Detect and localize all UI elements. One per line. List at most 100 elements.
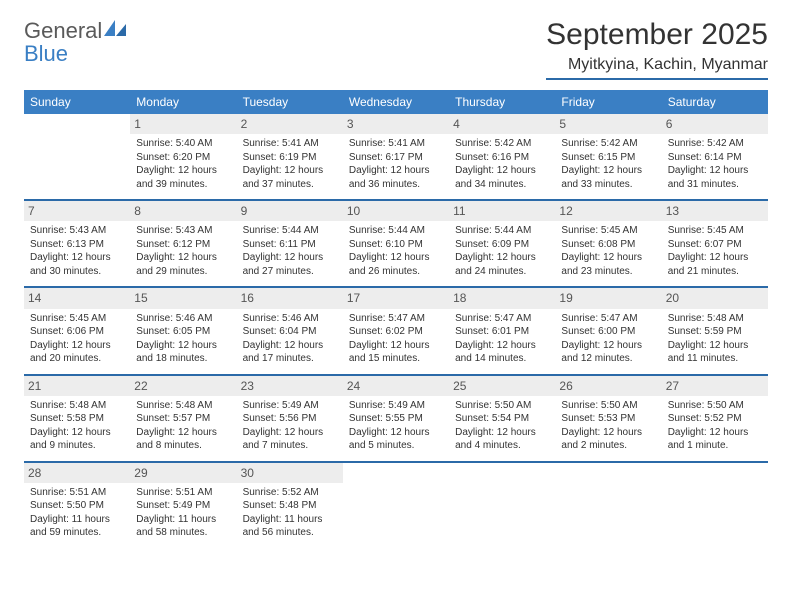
- day-number: 3: [343, 114, 449, 134]
- day-number: 20: [662, 288, 768, 308]
- daylight-text: Daylight: 12 hours and 30 minutes.: [30, 251, 124, 278]
- dayhead-sun: Sunday: [24, 90, 130, 114]
- sunrise-text: Sunrise: 5:46 AM: [243, 312, 337, 326]
- day-number: 14: [24, 288, 130, 308]
- day-number: 12: [555, 201, 661, 221]
- day-cell: 22Sunrise: 5:48 AMSunset: 5:57 PMDayligh…: [130, 376, 236, 462]
- daylight-text: Daylight: 12 hours and 39 minutes.: [136, 164, 230, 191]
- dayhead-mon: Monday: [130, 90, 236, 114]
- sunset-text: Sunset: 6:05 PM: [136, 325, 230, 339]
- daylight-text: Daylight: 12 hours and 5 minutes.: [349, 426, 443, 453]
- sunset-text: Sunset: 6:07 PM: [668, 238, 762, 252]
- daylight-text: Daylight: 12 hours and 24 minutes.: [455, 251, 549, 278]
- daylight-text: Daylight: 12 hours and 17 minutes.: [243, 339, 337, 366]
- day-cell: 21Sunrise: 5:48 AMSunset: 5:58 PMDayligh…: [24, 376, 130, 462]
- day-number: 27: [662, 376, 768, 396]
- sunrise-text: Sunrise: 5:47 AM: [561, 312, 655, 326]
- day-cell: 15Sunrise: 5:46 AMSunset: 6:05 PMDayligh…: [130, 288, 236, 374]
- day-cell: 20Sunrise: 5:48 AMSunset: 5:59 PMDayligh…: [662, 288, 768, 374]
- logo-word1: General: [24, 18, 102, 43]
- daylight-text: Daylight: 12 hours and 37 minutes.: [243, 164, 337, 191]
- daylight-text: Daylight: 12 hours and 4 minutes.: [455, 426, 549, 453]
- daylight-text: Daylight: 12 hours and 2 minutes.: [561, 426, 655, 453]
- sunrise-text: Sunrise: 5:43 AM: [136, 224, 230, 238]
- week-row: 14Sunrise: 5:45 AMSunset: 6:06 PMDayligh…: [24, 288, 768, 374]
- day-cell: 13Sunrise: 5:45 AMSunset: 6:07 PMDayligh…: [662, 201, 768, 287]
- sunset-text: Sunset: 6:14 PM: [668, 151, 762, 165]
- day-number: 17: [343, 288, 449, 308]
- calendar: Sunday Monday Tuesday Wednesday Thursday…: [24, 90, 768, 548]
- sunrise-text: Sunrise: 5:48 AM: [30, 399, 124, 413]
- sunrise-text: Sunrise: 5:46 AM: [136, 312, 230, 326]
- sunset-text: Sunset: 6:15 PM: [561, 151, 655, 165]
- sunset-text: Sunset: 5:53 PM: [561, 412, 655, 426]
- day-cell: 28Sunrise: 5:51 AMSunset: 5:50 PMDayligh…: [24, 463, 130, 548]
- sunrise-text: Sunrise: 5:42 AM: [561, 137, 655, 151]
- week-row: 01Sunrise: 5:40 AMSunset: 6:20 PMDayligh…: [24, 114, 768, 200]
- week-row: 7Sunrise: 5:43 AMSunset: 6:13 PMDaylight…: [24, 201, 768, 287]
- day-cell: 24Sunrise: 5:49 AMSunset: 5:55 PMDayligh…: [343, 376, 449, 462]
- sunrise-text: Sunrise: 5:52 AM: [243, 486, 337, 500]
- daylight-text: Daylight: 12 hours and 27 minutes.: [243, 251, 337, 278]
- sunrise-text: Sunrise: 5:45 AM: [668, 224, 762, 238]
- day-cell: 9Sunrise: 5:44 AMSunset: 6:11 PMDaylight…: [237, 201, 343, 287]
- sunset-text: Sunset: 6:10 PM: [349, 238, 443, 252]
- sunrise-text: Sunrise: 5:40 AM: [136, 137, 230, 151]
- daylight-text: Daylight: 12 hours and 36 minutes.: [349, 164, 443, 191]
- day-cell: 16Sunrise: 5:46 AMSunset: 6:04 PMDayligh…: [237, 288, 343, 374]
- sunrise-text: Sunrise: 5:50 AM: [561, 399, 655, 413]
- day-cell: 17Sunrise: 5:47 AMSunset: 6:02 PMDayligh…: [343, 288, 449, 374]
- day-cell: 6Sunrise: 5:42 AMSunset: 6:14 PMDaylight…: [662, 114, 768, 200]
- dayhead-sat: Saturday: [662, 90, 768, 114]
- daylight-text: Daylight: 12 hours and 15 minutes.: [349, 339, 443, 366]
- dayhead-tue: Tuesday: [237, 90, 343, 114]
- sunset-text: Sunset: 6:01 PM: [455, 325, 549, 339]
- sunrise-text: Sunrise: 5:51 AM: [30, 486, 124, 500]
- sunset-text: Sunset: 6:09 PM: [455, 238, 549, 252]
- sunrise-text: Sunrise: 5:45 AM: [30, 312, 124, 326]
- day-cell: 12Sunrise: 5:45 AMSunset: 6:08 PMDayligh…: [555, 201, 661, 287]
- sunset-text: Sunset: 5:58 PM: [30, 412, 124, 426]
- dayhead-fri: Friday: [555, 90, 661, 114]
- sunset-text: Sunset: 6:06 PM: [30, 325, 124, 339]
- sunrise-text: Sunrise: 5:50 AM: [668, 399, 762, 413]
- header: General Blue September 2025 Myitkyina, K…: [24, 18, 768, 80]
- day-number: 21: [24, 376, 130, 396]
- sunrise-text: Sunrise: 5:51 AM: [136, 486, 230, 500]
- sunset-text: Sunset: 5:56 PM: [243, 412, 337, 426]
- day-number: 2: [237, 114, 343, 134]
- sunset-text: Sunset: 5:48 PM: [243, 499, 337, 513]
- daylight-text: Daylight: 12 hours and 20 minutes.: [30, 339, 124, 366]
- day-cell: 10Sunrise: 5:44 AMSunset: 6:10 PMDayligh…: [343, 201, 449, 287]
- day-cell: 3Sunrise: 5:41 AMSunset: 6:17 PMDaylight…: [343, 114, 449, 200]
- week-row: 28Sunrise: 5:51 AMSunset: 5:50 PMDayligh…: [24, 463, 768, 548]
- day-cell: 0: [343, 463, 449, 548]
- day-number: 8: [130, 201, 236, 221]
- day-cell: 23Sunrise: 5:49 AMSunset: 5:56 PMDayligh…: [237, 376, 343, 462]
- sunset-text: Sunset: 5:59 PM: [668, 325, 762, 339]
- day-cell: 11Sunrise: 5:44 AMSunset: 6:09 PMDayligh…: [449, 201, 555, 287]
- sunrise-text: Sunrise: 5:42 AM: [455, 137, 549, 151]
- day-cell: 1Sunrise: 5:40 AMSunset: 6:20 PMDaylight…: [130, 114, 236, 200]
- day-cell: 2Sunrise: 5:41 AMSunset: 6:19 PMDaylight…: [237, 114, 343, 200]
- sunrise-text: Sunrise: 5:44 AM: [349, 224, 443, 238]
- daylight-text: Daylight: 12 hours and 11 minutes.: [668, 339, 762, 366]
- sunset-text: Sunset: 5:55 PM: [349, 412, 443, 426]
- day-number: 16: [237, 288, 343, 308]
- sail-icon: [102, 18, 128, 38]
- sunset-text: Sunset: 6:13 PM: [30, 238, 124, 252]
- sunset-text: Sunset: 5:52 PM: [668, 412, 762, 426]
- day-cell: 30Sunrise: 5:52 AMSunset: 5:48 PMDayligh…: [237, 463, 343, 548]
- sunrise-text: Sunrise: 5:47 AM: [455, 312, 549, 326]
- day-cell: 0: [662, 463, 768, 548]
- sunrise-text: Sunrise: 5:48 AM: [136, 399, 230, 413]
- daylight-text: Daylight: 12 hours and 26 minutes.: [349, 251, 443, 278]
- sunrise-text: Sunrise: 5:44 AM: [455, 224, 549, 238]
- daylight-text: Daylight: 12 hours and 33 minutes.: [561, 164, 655, 191]
- day-number: 7: [24, 201, 130, 221]
- day-cell: 0: [449, 463, 555, 548]
- daylight-text: Daylight: 11 hours and 56 minutes.: [243, 513, 337, 540]
- logo: General Blue: [24, 18, 128, 65]
- daylight-text: Daylight: 12 hours and 31 minutes.: [668, 164, 762, 191]
- daylight-text: Daylight: 12 hours and 7 minutes.: [243, 426, 337, 453]
